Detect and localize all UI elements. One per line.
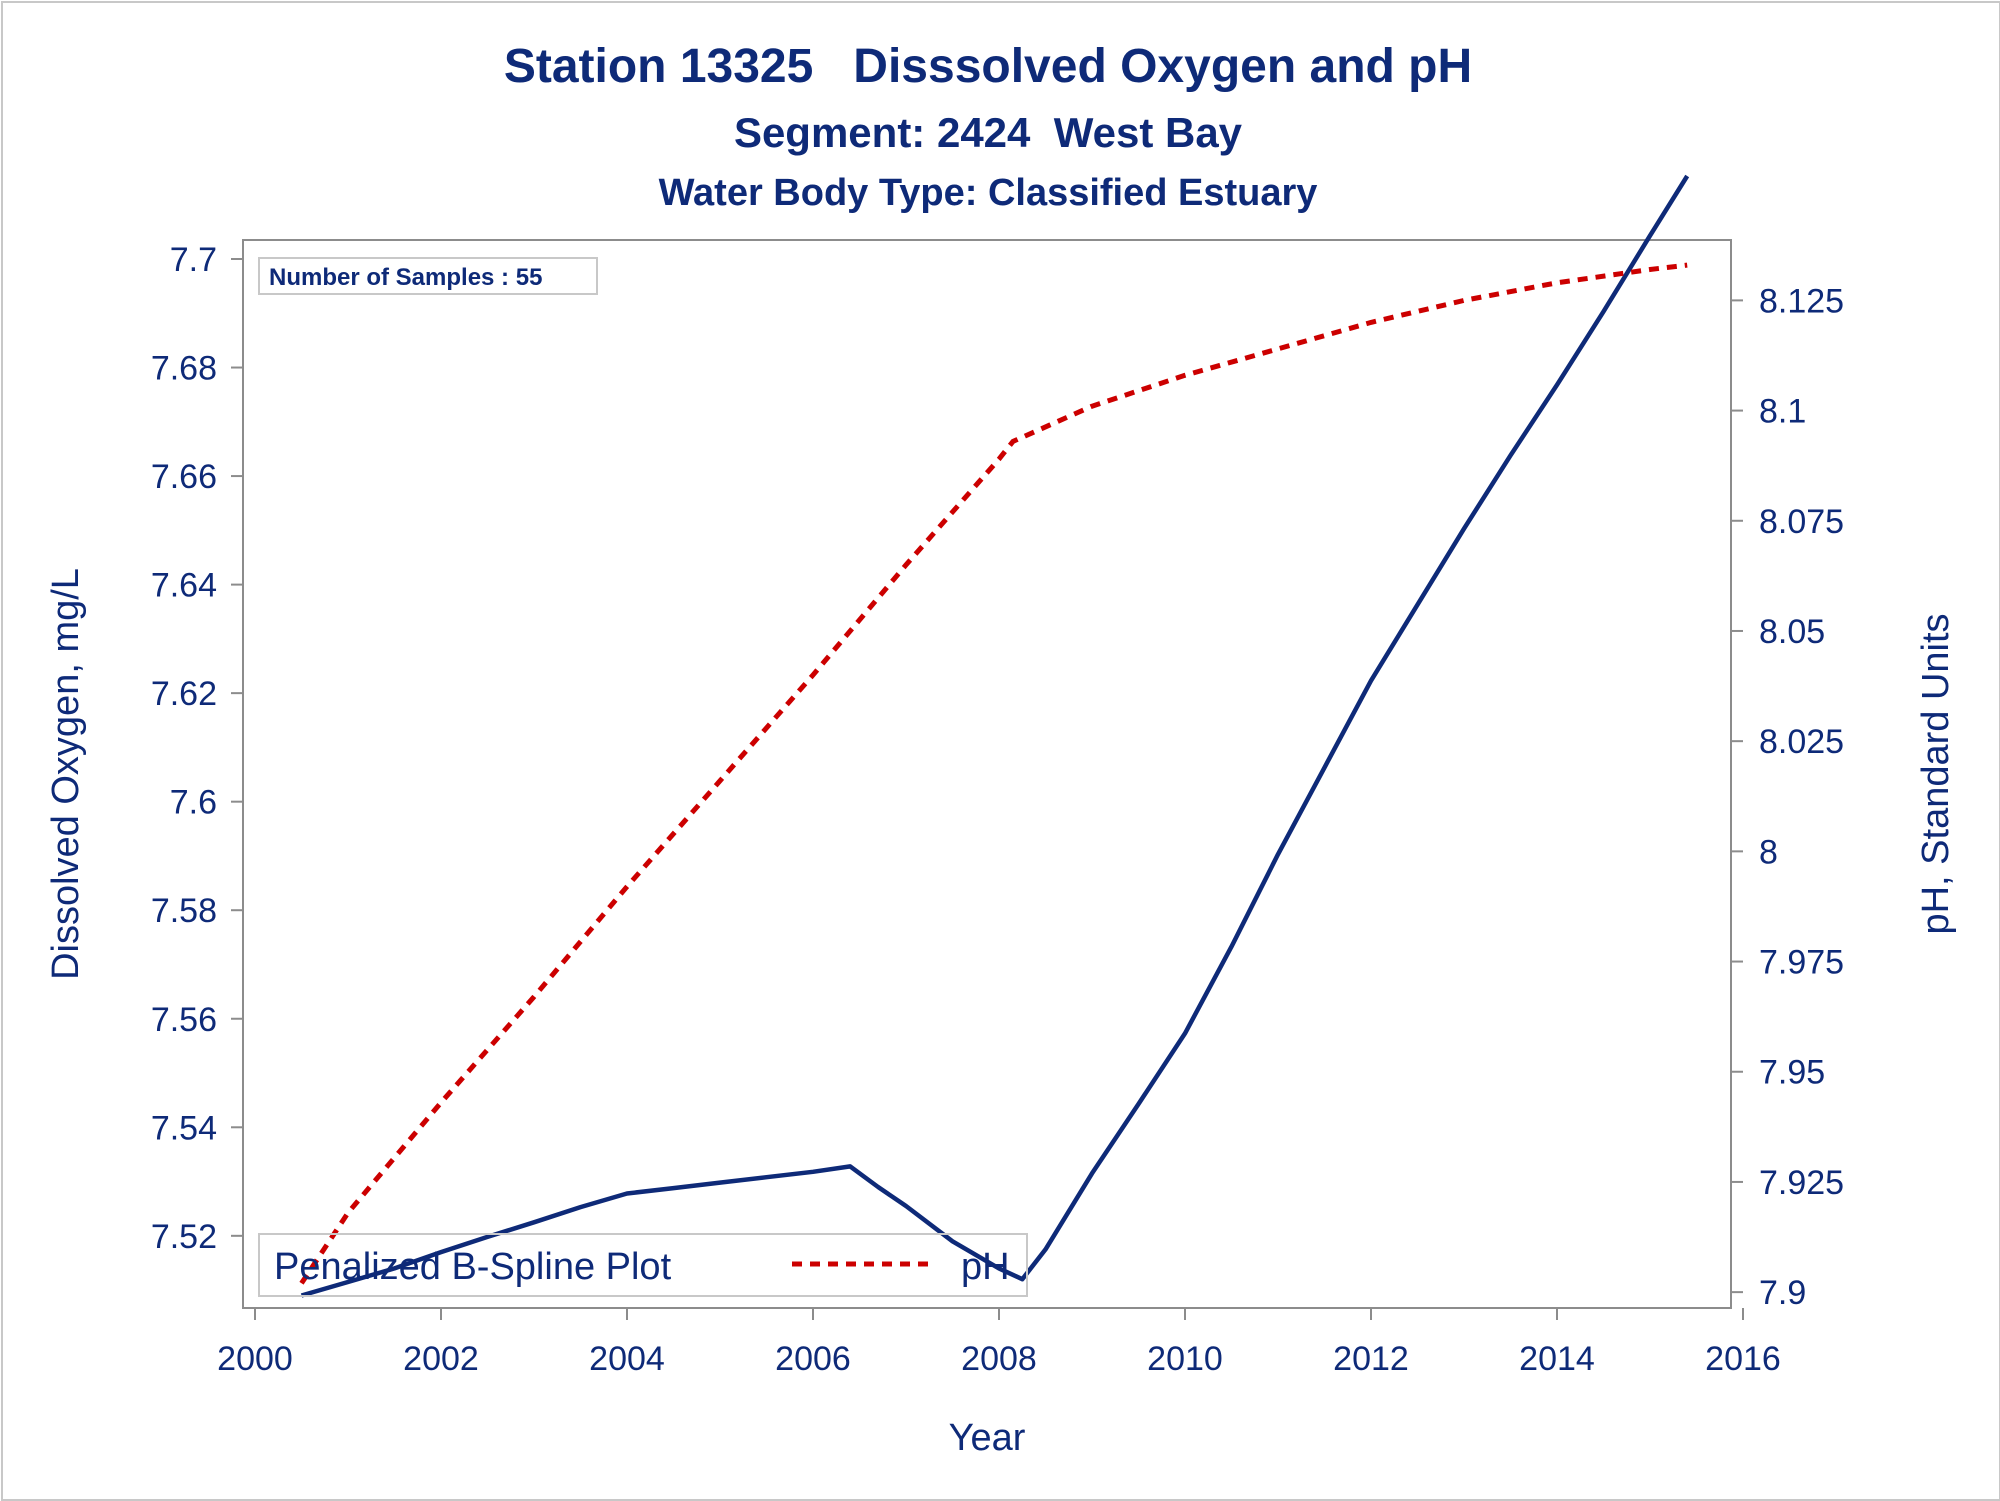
y-axis-right: 7.9 7.925 7.95 7.975 8 8.025 8.05 8.075 8.1 8.125 bbox=[1731, 282, 1844, 1312]
y2-tick-label: 8.025 bbox=[1759, 723, 1844, 761]
x-tick-label: 2006 bbox=[775, 1340, 851, 1378]
samples-inset-box bbox=[258, 257, 598, 295]
y-tick-label: 7.68 bbox=[151, 350, 217, 388]
y2-tick-label: 8.125 bbox=[1759, 282, 1844, 320]
x-tick-label: 2000 bbox=[217, 1340, 293, 1378]
x-tick-label: 2014 bbox=[1519, 1340, 1595, 1378]
plot-area bbox=[242, 239, 1732, 1309]
x-tick-label: 2016 bbox=[1705, 1340, 1781, 1378]
x-axis-label: Year bbox=[949, 1417, 1026, 1459]
x-tick-label: 2004 bbox=[589, 1340, 665, 1378]
legend-label-ph: pH bbox=[961, 1246, 1010, 1288]
x-tick-label: 2012 bbox=[1333, 1340, 1409, 1378]
series-line-ph bbox=[299, 262, 1688, 1285]
chart-title: Station 13325 Disssolved Oxygen and pH bbox=[504, 40, 1472, 93]
y-tick-label: 7.6 bbox=[170, 784, 217, 822]
y2-tick-label: 7.975 bbox=[1759, 944, 1844, 982]
y2-tick-label: 8 bbox=[1759, 833, 1778, 871]
y2-tick-label: 7.95 bbox=[1759, 1054, 1825, 1092]
y-tick-label: 7.62 bbox=[151, 675, 217, 713]
y-tick-label: 7.66 bbox=[151, 458, 217, 496]
y2-tick-label: 7.9 bbox=[1759, 1274, 1806, 1312]
legend: Penalized B-Spline Plot pH bbox=[258, 1233, 1028, 1297]
y-tick-label: 7.58 bbox=[151, 892, 217, 930]
y2-tick-label: 7.925 bbox=[1759, 1164, 1844, 1202]
y2-tick-label: 8.075 bbox=[1759, 503, 1844, 541]
x-axis: 2000 2002 2004 2006 2008 2010 2012 2014 2016 bbox=[217, 1308, 1781, 1378]
y-tick-label: 7.54 bbox=[151, 1109, 217, 1147]
chart-subtitle-2: Water Body Type: Classified Estuary bbox=[659, 172, 1318, 214]
x-tick-label: 2002 bbox=[403, 1340, 479, 1378]
samples-inset-text: Number of Samples : 55 bbox=[269, 264, 542, 291]
y-axis-left: 7.52 7.54 7.56 7.58 7.6 7.62 7.64 7.66 7.68 7.7 bbox=[151, 241, 243, 1256]
y2-tick-label: 8.1 bbox=[1759, 393, 1806, 431]
x-tick-label: 2010 bbox=[1147, 1340, 1223, 1378]
y-axis-label: Dissolved Oxygen, mg/L bbox=[45, 568, 87, 980]
y-tick-label: 7.64 bbox=[151, 567, 217, 605]
y2-tick-label: 8.05 bbox=[1759, 613, 1825, 651]
y-tick-label: 7.56 bbox=[151, 1001, 217, 1039]
samples-inset: Number of Samples : 55 bbox=[258, 257, 598, 295]
legend-label-spline: Penalized B-Spline Plot bbox=[274, 1246, 672, 1288]
series-line-dissolved-oxygen bbox=[300, 174, 1690, 1298]
x-tick-label: 2008 bbox=[961, 1340, 1037, 1378]
legend-box bbox=[258, 1233, 1028, 1297]
chart-subtitle: Segment: 2424 West Bay bbox=[734, 109, 1243, 156]
y-tick-label: 7.7 bbox=[170, 241, 217, 279]
y-tick-label: 7.52 bbox=[151, 1218, 217, 1256]
y2-axis-label: pH, Standard Units bbox=[1915, 613, 1957, 934]
